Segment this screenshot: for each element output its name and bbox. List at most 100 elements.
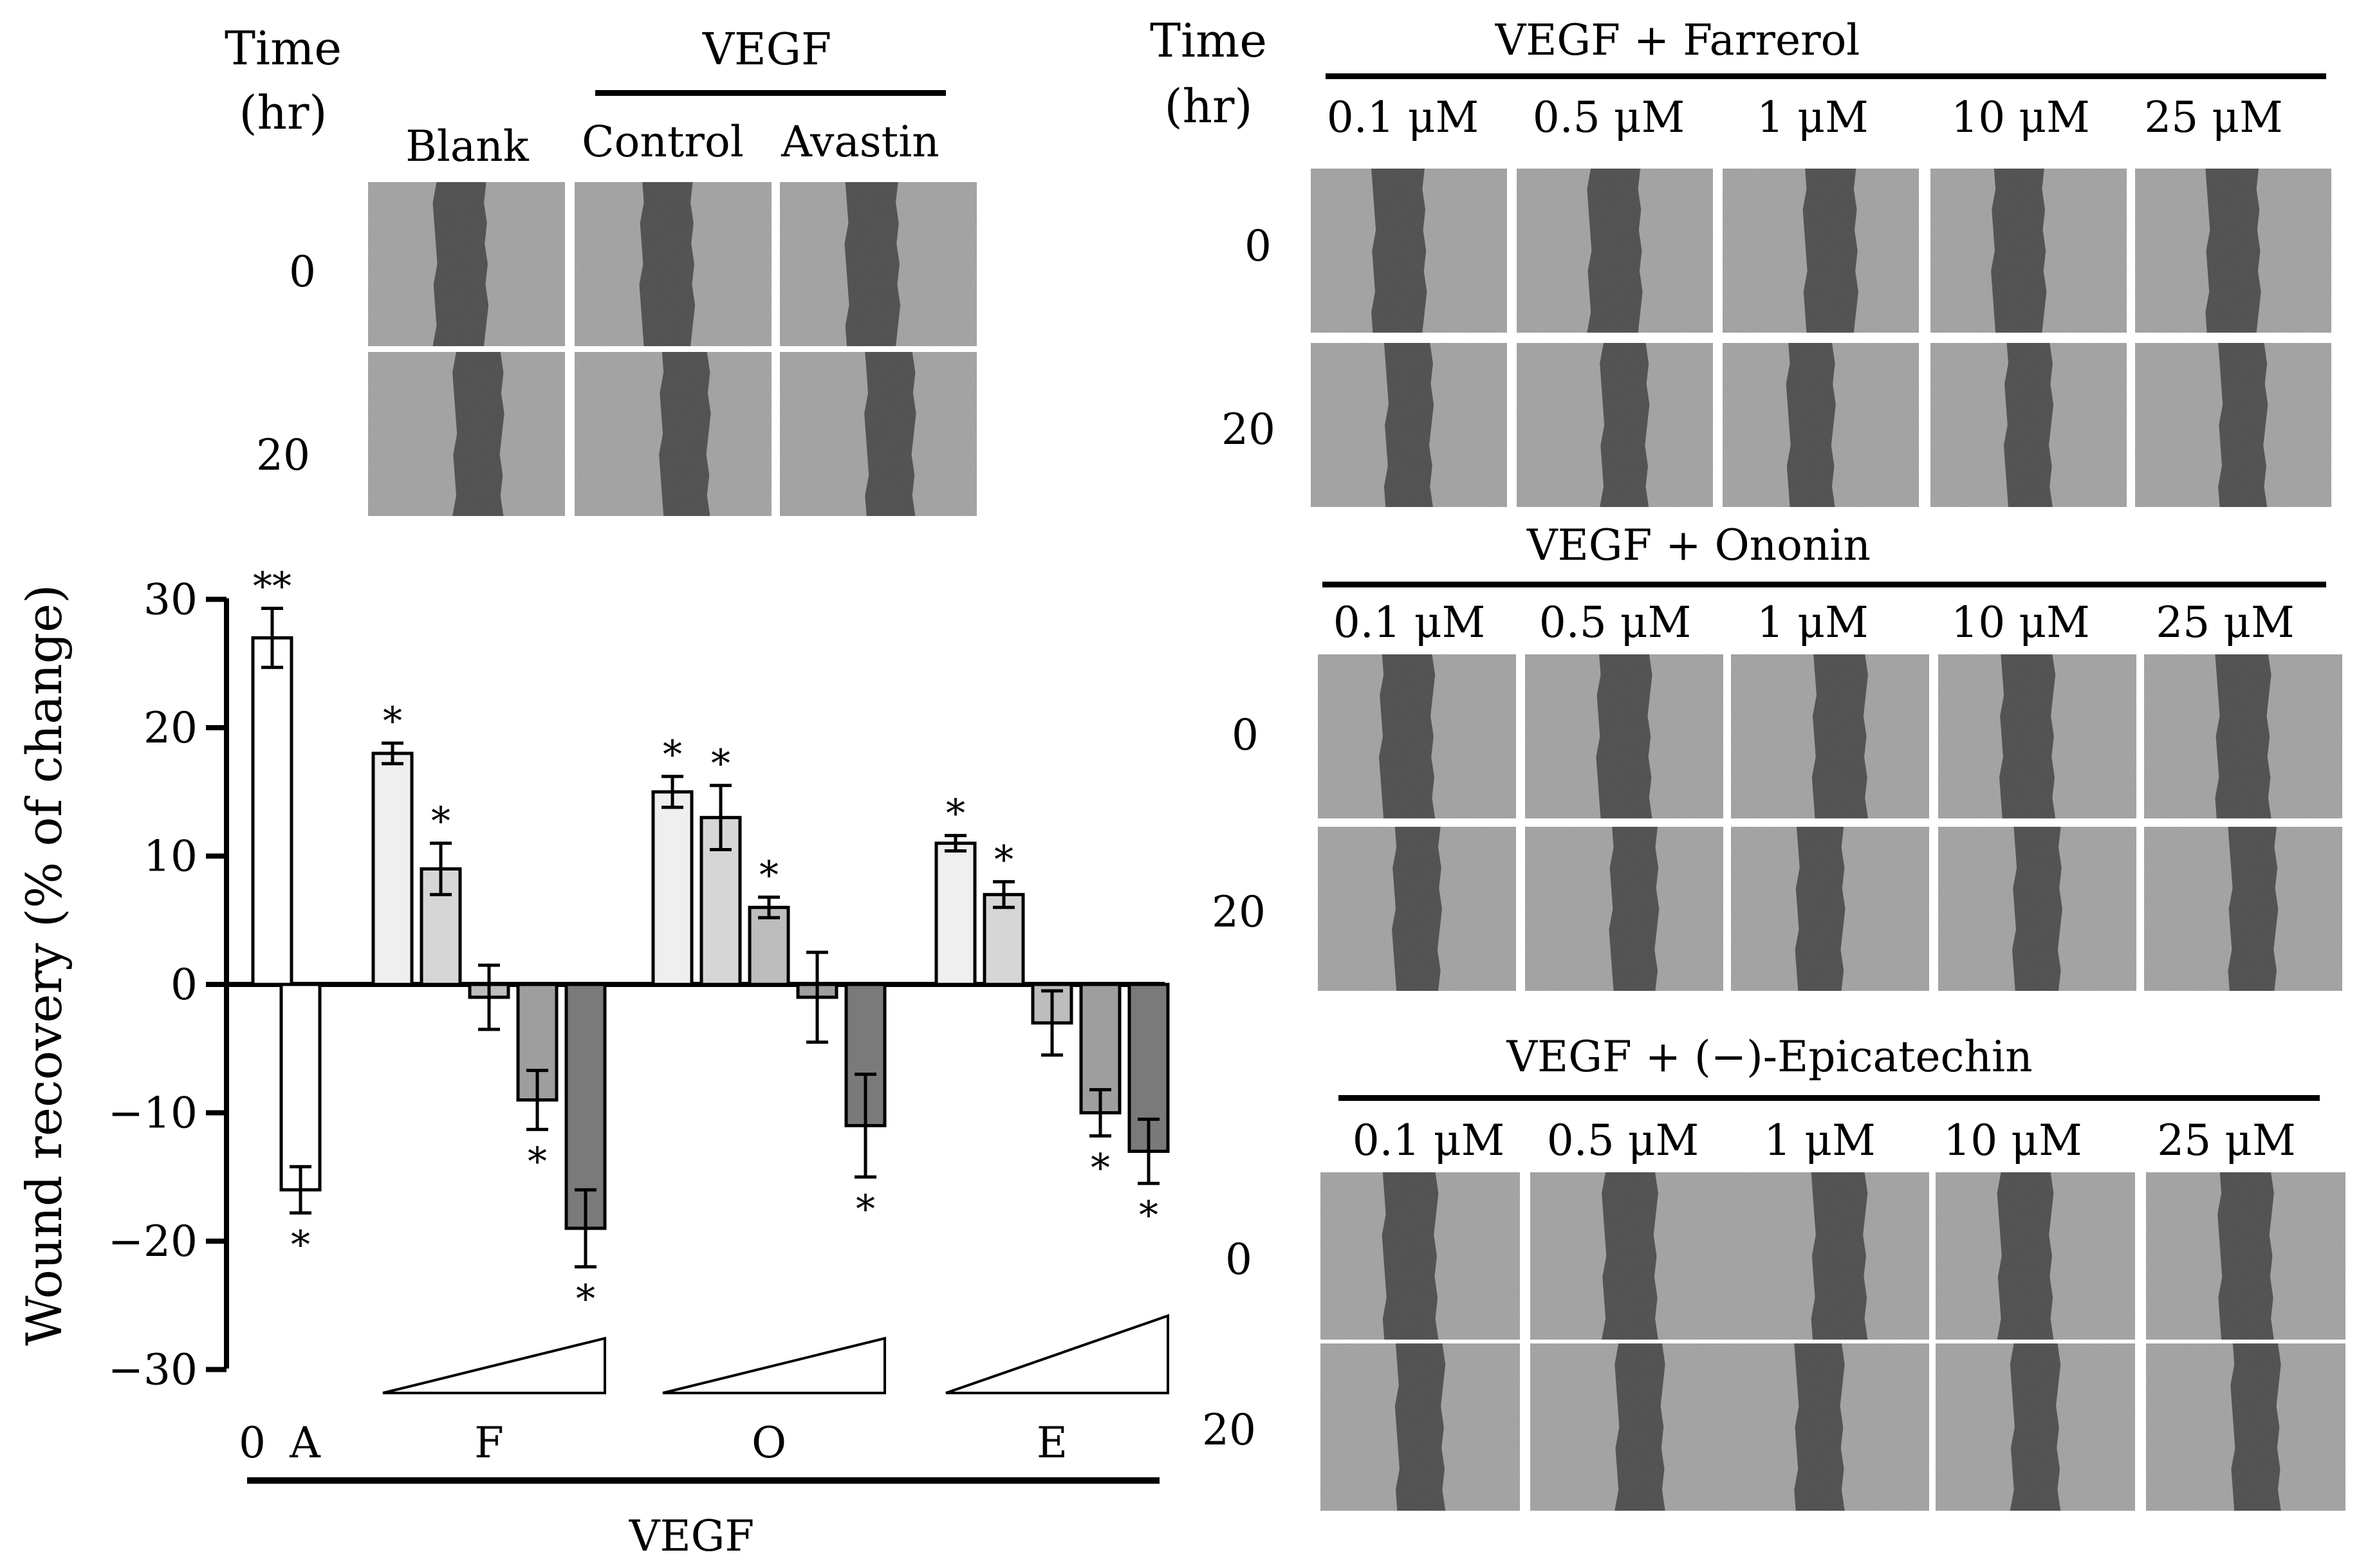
vegf-group-line [595, 90, 946, 96]
vegf-group-label: VEGF [702, 24, 831, 75]
y-tick-mark [206, 596, 227, 602]
concentration-label: 1 μM [1764, 1116, 1875, 1165]
significance-marker: * [383, 699, 402, 744]
concentration-label: 0.5 μM [1533, 93, 1685, 142]
micrograph-texture [1525, 654, 1723, 818]
group-label: O [752, 1418, 786, 1468]
group-label: E [1037, 1418, 1068, 1468]
significance-marker: * [1091, 1145, 1110, 1190]
micrograph-texture [780, 182, 977, 346]
micrograph-tile [780, 182, 977, 346]
time-header-line2: (hr) [1165, 79, 1253, 133]
significance-marker: * [431, 799, 450, 844]
concentration-label: 25 μM [2144, 93, 2282, 142]
row-label-20: 20 [256, 430, 310, 480]
micrograph-tile [575, 352, 772, 516]
micrograph-tile [1930, 169, 2127, 333]
micrograph-tile [1320, 1172, 1520, 1340]
micrograph-tile [368, 352, 565, 516]
micrograph-tile [1936, 1172, 2135, 1340]
y-tick-label: −10 [108, 1089, 198, 1138]
micrograph-texture [1525, 827, 1723, 991]
significance-marker: * [946, 791, 965, 836]
significance-marker: * [663, 732, 682, 777]
row-label-0: 0 [1225, 1235, 1252, 1284]
micrograph-texture [1517, 343, 1713, 507]
micrograph-tile [1525, 827, 1723, 991]
y-tick-label: 30 [143, 575, 198, 625]
farrerol-image-grid [1311, 169, 2331, 507]
row-label-0: 0 [289, 247, 316, 297]
significance-marker: ** [253, 564, 291, 609]
concentration-label: 25 μM [2156, 598, 2294, 647]
micrograph-tile [2144, 827, 2342, 991]
time-header-line2: (hr) [239, 86, 328, 140]
micrograph-texture [2135, 343, 2331, 507]
micrograph-texture [1930, 169, 2127, 333]
epicatechin-column-labels: 0.1 μM 0.5 μM 1 μM 10 μM 25 μM [1353, 1116, 2296, 1165]
micrograph-texture [368, 182, 565, 346]
concentration-label: 1 μM [1757, 93, 1868, 142]
micrograph-texture [1930, 343, 2127, 507]
micrograph-tile [1930, 343, 2127, 507]
concentration-label: 0.1 μM [1353, 1116, 1504, 1165]
y-tick-label: −20 [108, 1217, 198, 1266]
ononin-image-grid [1318, 654, 2342, 991]
micrograph-tile [2135, 343, 2331, 507]
group-label: F [474, 1418, 504, 1468]
micrograph-texture [1730, 1172, 1929, 1340]
time-header-line1: Time [1150, 14, 1267, 68]
y-tick-mark [206, 725, 227, 730]
ononin-column-labels: 0.1 μM 0.5 μM 1 μM 10 μM 25 μM [1333, 598, 2295, 647]
micrograph-tile [1320, 1343, 1520, 1511]
chart-bar [651, 790, 694, 986]
micrograph-tile [2146, 1172, 2345, 1340]
micrograph-texture [575, 352, 772, 516]
micrograph-texture [1320, 1172, 1520, 1340]
micrograph-tile [2135, 169, 2331, 333]
farrerol-title-line [1326, 73, 2326, 79]
chart-bar [1079, 982, 1122, 1114]
significance-marker: * [291, 1222, 310, 1268]
significance-marker: * [856, 1186, 875, 1231]
micrograph-tile [1938, 654, 2136, 818]
top-left-image-grid [368, 182, 977, 516]
micrograph-texture [2135, 169, 2331, 333]
micrograph-texture [1723, 343, 1919, 507]
concentration-label: 1 μM [1757, 598, 1868, 647]
concentration-gradient-triangle [662, 1336, 886, 1394]
micrograph-tile [1731, 654, 1929, 818]
farrerol-column-labels: 0.1 μM 0.5 μM 1 μM 10 μM 25 μM [1327, 93, 2283, 142]
chart-bar [983, 892, 1025, 986]
epicatechin-panel: VEGF + (−)-Epicatechin 0.1 μM 0.5 μM 1 μM 1… [1202, 1032, 2345, 1511]
micrograph-tile [1723, 169, 1919, 333]
micrograph-texture [368, 352, 565, 516]
micrograph-texture [780, 352, 977, 516]
chart-bars: ******** ******* [251, 564, 1170, 1322]
significance-marker: * [994, 837, 1013, 882]
y-tick-mark [206, 1367, 227, 1372]
concentration-label: 10 μM [1943, 1116, 2082, 1165]
chart-bar [516, 982, 559, 1102]
micrograph-tile [1938, 827, 2136, 991]
significance-marker: * [576, 1277, 595, 1322]
y-axis-label: Wound recovery (% of change) [15, 584, 73, 1346]
micrograph-tile [780, 352, 977, 516]
row-label-0: 0 [1244, 221, 1272, 271]
row-label-20: 20 [1202, 1405, 1256, 1455]
micrograph-tile [1318, 827, 1516, 991]
row-label-20: 20 [1212, 887, 1266, 937]
micrograph-tile [1730, 1172, 1929, 1340]
y-tick-label: 10 [143, 832, 198, 881]
micrograph-texture [1318, 654, 1516, 818]
micrograph-tile [1731, 827, 1929, 991]
row-label-0: 0 [1232, 710, 1259, 760]
group-label: 0 [239, 1418, 266, 1468]
concentration-label: 10 μM [1951, 598, 2089, 647]
y-tick-mark [206, 1110, 227, 1116]
column-label-blank: Blank [405, 122, 529, 171]
ononin-title: VEGF + Ononin [1526, 521, 1871, 570]
epicatechin-title: VEGF + (−)-Epicatechin [1506, 1032, 2032, 1082]
